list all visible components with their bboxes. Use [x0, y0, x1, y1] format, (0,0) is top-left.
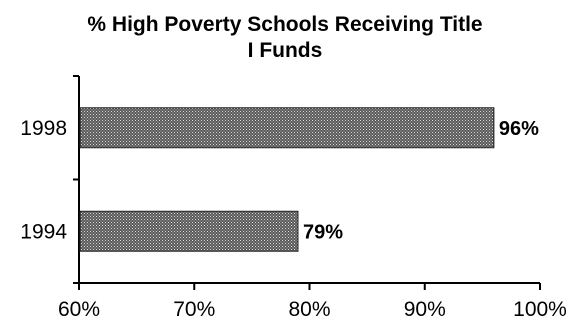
plot-area: 60% 70% 80% 90% 100% 1998 96% 1994 79% [20, 75, 567, 321]
x-tick-label: 80% [288, 298, 330, 321]
data-label: 79% [303, 221, 343, 243]
chart-title-line-2: I Funds [247, 39, 323, 62]
chart-title: % High Poverty Schools Receiving Title I… [20, 12, 550, 64]
data-label: 96% [499, 118, 539, 140]
x-tick-label: 60% [58, 298, 100, 321]
y-tick-label: 1994 [20, 220, 67, 243]
x-tick-label: 100% [513, 298, 567, 321]
y-tick-label: 1998 [20, 117, 67, 140]
x-tick-label: 90% [404, 298, 446, 321]
bar-1998 [79, 107, 495, 149]
bar-1994 [79, 210, 299, 252]
x-tick-label: 70% [173, 298, 215, 321]
chart-title-line-1: % High Poverty Schools Receiving Title [87, 13, 483, 36]
